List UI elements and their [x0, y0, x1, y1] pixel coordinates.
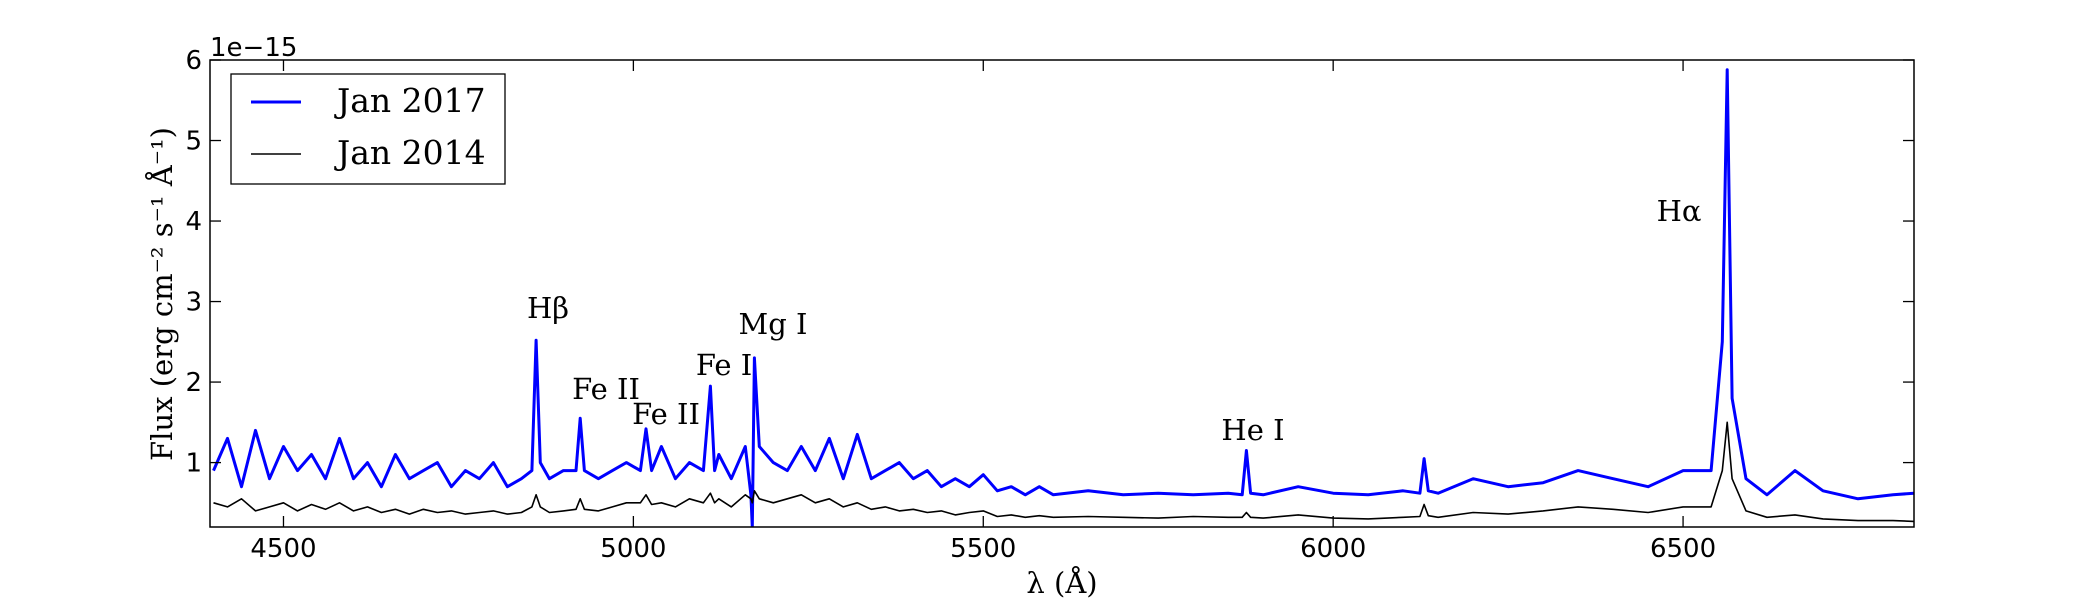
- annotation: Fe II: [632, 397, 700, 431]
- y-tick-label: 5: [185, 127, 202, 157]
- x-tick-label: 5500: [950, 534, 1016, 564]
- x-axis-label: λ (Å): [1026, 565, 1097, 600]
- legend-box: [230, 73, 506, 185]
- y-tick-label: 6: [185, 46, 202, 76]
- x-tick-label: 6500: [1650, 534, 1716, 564]
- y-tick-label: 1: [185, 449, 202, 479]
- annotation: Fe I: [696, 348, 752, 382]
- y-axis-label: Flux (erg cm⁻² s⁻¹ Å⁻¹): [144, 127, 179, 461]
- series-line: [212, 68, 1914, 527]
- offset-text: 1e−15: [210, 33, 297, 63]
- annotation: He I: [1221, 413, 1284, 447]
- y-tick-label: 3: [185, 288, 202, 318]
- series-line: [213, 421, 1914, 523]
- legend-label: Jan 2014: [334, 133, 486, 172]
- legend-label: Jan 2017: [334, 81, 486, 120]
- x-tick-label: 5000: [600, 534, 666, 564]
- plot-frame: [209, 59, 1915, 528]
- y-tick-label: 4: [185, 207, 202, 237]
- x-tick-label: 4500: [250, 534, 316, 564]
- annotation: Mg I: [739, 307, 808, 341]
- annotation: Hα: [1657, 194, 1702, 228]
- annotation: Fe II: [572, 372, 640, 406]
- annotation: Hβ: [527, 291, 569, 325]
- y-tick-label: 2: [185, 368, 202, 398]
- x-tick-label: 6000: [1300, 534, 1366, 564]
